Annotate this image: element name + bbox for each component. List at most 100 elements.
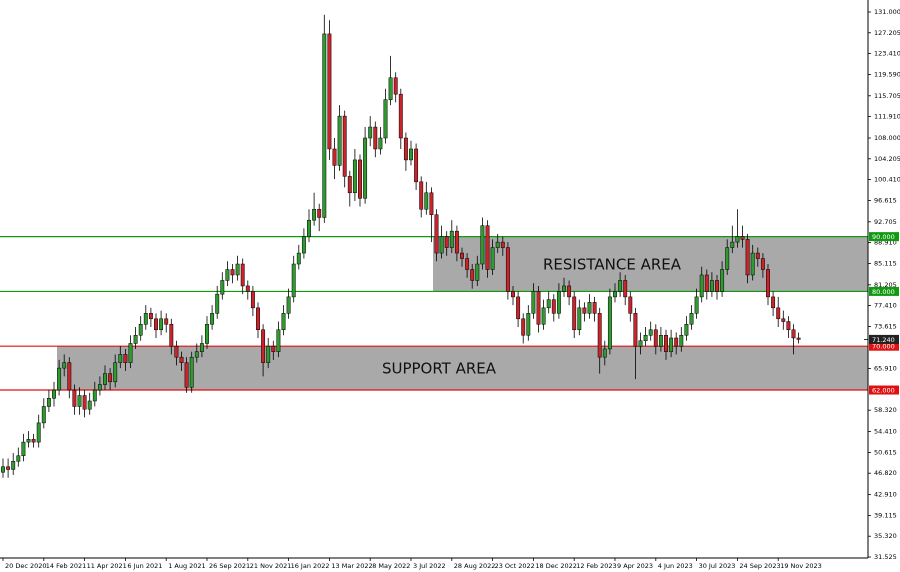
x-tick-label: 8 May 2022	[372, 562, 410, 570]
y-tick-label: 88.910	[874, 239, 897, 247]
y-tick-label: 104.205	[874, 155, 900, 163]
candle-body	[220, 280, 225, 295]
level-label: 62.000	[872, 387, 895, 395]
candle-body	[674, 337, 679, 347]
candle-body	[786, 321, 791, 331]
zone-label: SUPPORT AREA	[382, 360, 497, 378]
candle-body	[531, 291, 536, 314]
candle-body	[709, 280, 714, 292]
x-tick-label: 26 Sep 2021	[209, 562, 250, 570]
candle-body	[199, 343, 204, 352]
level-label: 70.000	[872, 343, 895, 351]
y-tick-label: 35.320	[874, 532, 897, 540]
candle-body	[31, 439, 36, 443]
candle-body	[582, 307, 587, 314]
x-tick-label: 9 Apr 2023	[617, 562, 653, 570]
y-tick-label: 31.525	[874, 553, 897, 561]
level-label-box	[869, 341, 899, 351]
candle-body	[475, 263, 480, 281]
y-tick-label: 119.590	[874, 71, 900, 79]
candle-body	[103, 373, 107, 385]
candle-body	[118, 354, 123, 363]
candle-body	[669, 337, 674, 352]
candle-body	[521, 318, 526, 336]
y-tick-label: 111.910	[874, 113, 900, 121]
candle-body	[755, 252, 760, 259]
candle-body	[307, 219, 311, 237]
candle-body	[643, 334, 648, 341]
candle-body	[587, 302, 592, 314]
candle-body	[607, 296, 612, 350]
candle-body	[735, 236, 740, 243]
candle-body	[776, 307, 781, 320]
candle-body	[567, 285, 572, 298]
candle-body	[286, 296, 291, 314]
candle-body	[138, 324, 143, 336]
y-tick-label: 96.615	[874, 196, 897, 204]
candle-body	[312, 208, 317, 221]
candle-body	[337, 115, 342, 166]
candle-body	[485, 225, 490, 270]
candle-body	[444, 236, 449, 248]
candle-body	[454, 230, 459, 254]
candle-body	[352, 159, 357, 194]
x-tick-label: 16 Jan 2022	[291, 562, 330, 570]
y-tick-label: 65.910	[874, 365, 897, 373]
candle-body	[500, 241, 505, 248]
candle-body	[256, 307, 260, 331]
candle-body	[796, 337, 801, 340]
candle-body	[57, 367, 62, 391]
candle-body	[72, 389, 77, 407]
candle-body	[174, 345, 179, 358]
candle-body	[271, 345, 276, 352]
candle-body	[128, 343, 133, 363]
candle-body	[653, 329, 658, 347]
candle-body	[648, 329, 653, 336]
y-tick-label: 85.115	[874, 259, 897, 267]
candle-body	[46, 398, 51, 407]
candle-body	[36, 422, 41, 443]
x-tick-label: 11 Apr 2021	[87, 562, 127, 570]
candle-body	[169, 324, 174, 347]
candle-body	[720, 269, 725, 292]
candle-body	[414, 148, 419, 183]
axes	[0, 0, 871, 561]
x-tick-label: 13 Mar 2022	[331, 562, 372, 570]
candle-body	[342, 115, 347, 177]
candle-body	[368, 126, 373, 139]
y-tick-label: 100.410	[874, 176, 900, 184]
x-tick-label: 3 Jul 2022	[413, 562, 446, 570]
zone-label: RESISTANCE AREA	[543, 256, 682, 274]
level-label-box	[869, 232, 899, 242]
candle-body	[388, 77, 393, 100]
candle-body	[16, 455, 21, 462]
candle-body	[715, 280, 719, 292]
candle-body	[373, 126, 378, 150]
candle-body	[725, 247, 730, 270]
candle-body	[781, 318, 786, 322]
candle-body	[460, 252, 464, 259]
candle-body	[505, 247, 510, 292]
zone-area	[433, 236, 868, 292]
candle-body	[291, 263, 296, 298]
candle-body	[633, 313, 638, 347]
candle-body	[551, 299, 556, 314]
candle-body	[77, 395, 82, 407]
candle-body	[332, 148, 337, 166]
y-tick-label: 42.910	[874, 491, 897, 499]
candle-body	[62, 362, 67, 369]
y-tick-label: 115.705	[874, 92, 900, 100]
candle-body	[490, 247, 495, 270]
candle-body	[592, 302, 597, 314]
candle-body	[602, 348, 607, 358]
candle-body	[694, 296, 699, 314]
level-label: 90.000	[872, 233, 895, 241]
candle-body	[240, 263, 245, 287]
candle-body	[511, 291, 515, 298]
candle-body	[409, 148, 413, 161]
y-tick-label: 77.410	[874, 302, 897, 310]
y-tick-label: 92.705	[874, 218, 897, 226]
candle-body	[184, 362, 189, 388]
candle-body	[791, 329, 796, 339]
candle-body	[92, 389, 97, 402]
